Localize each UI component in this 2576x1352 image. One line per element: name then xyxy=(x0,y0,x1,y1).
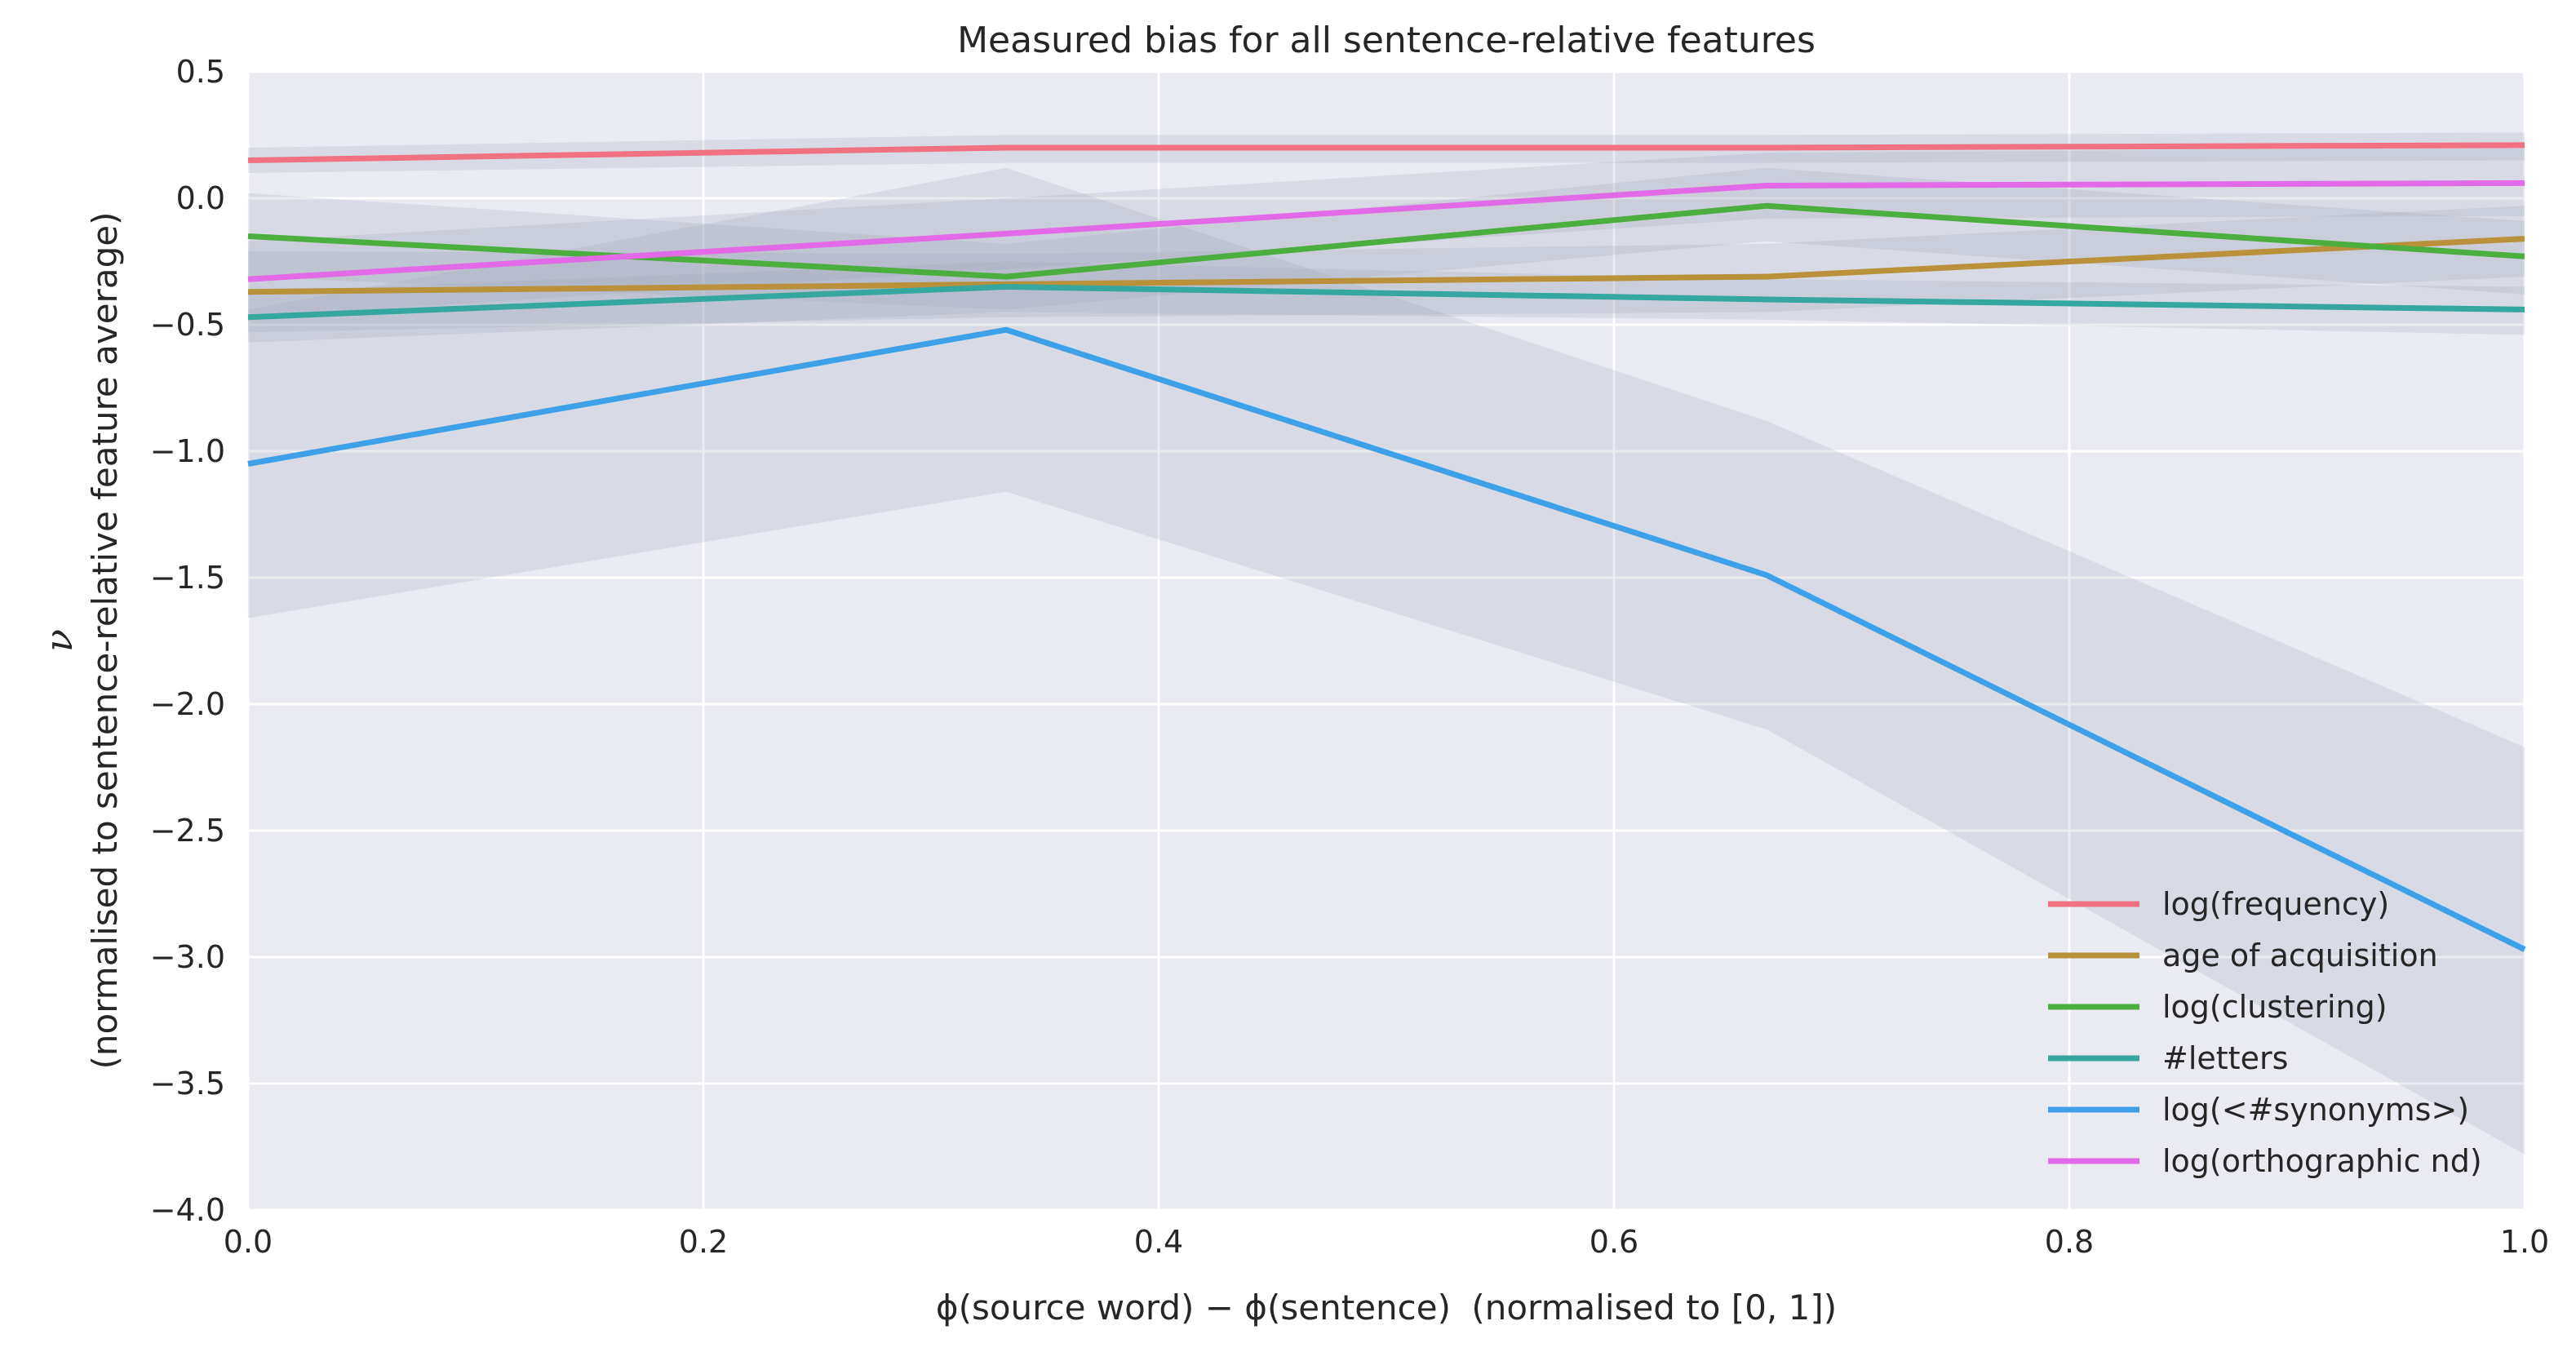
x-tick-label: 0.6 xyxy=(1589,1224,1638,1260)
confidence-band-4 xyxy=(248,167,2525,1155)
y-tick-labels: 0.5 0.0 −0.5 −1.0 −1.5 −2.0 −2.5 −3.0 −3.5 −4.0 xyxy=(150,54,225,1228)
y-tick-label: 0.0 xyxy=(176,180,225,216)
legend-label: #letters xyxy=(2162,1040,2288,1076)
legend-label: age of acquisition xyxy=(2162,938,2438,973)
legend-item: age of acquisition xyxy=(2048,938,2438,973)
y-tick-label: −0.5 xyxy=(150,307,225,343)
x-tick-label: 1.0 xyxy=(2500,1224,2549,1260)
legend-label: log(orthographic nd) xyxy=(2162,1143,2482,1179)
series-line-1 xyxy=(247,236,2525,295)
chart-title: Measured bias for all sentence-relative … xyxy=(957,20,1816,61)
legend-item: log(frequency) xyxy=(2048,886,2389,922)
x-axis-label-main: ϕ(source word) − ϕ(sentence) xyxy=(936,1288,1451,1328)
x-axis-label: ϕ(source word) − ϕ(sentence) (normalised… xyxy=(936,1288,1837,1328)
y-tick-label: −1.5 xyxy=(150,560,225,596)
x-tick-label: 0.8 xyxy=(2045,1224,2094,1260)
series-line-4 xyxy=(247,326,2526,952)
legend-label: log(<#synonyms>) xyxy=(2162,1092,2469,1128)
x-tick-label: 0.4 xyxy=(1134,1224,1183,1260)
x-tick-labels: 0.0 0.2 0.4 0.6 0.8 1.0 xyxy=(224,1224,2549,1260)
y-tick-label: −3.0 xyxy=(150,939,225,975)
y-tick-label: −1.0 xyxy=(150,433,225,469)
y-axis-label: ν (normalised to sentence-relative featu… xyxy=(37,212,125,1070)
y-tick-label: −4.0 xyxy=(150,1192,225,1228)
legend-label: log(clustering) xyxy=(2162,989,2388,1025)
x-tick-label: 0.2 xyxy=(679,1224,728,1260)
series-line-0 xyxy=(247,142,2525,163)
legend-item: log(orthographic nd) xyxy=(2048,1143,2482,1179)
x-tick-label: 0.0 xyxy=(224,1224,273,1260)
legend-item: log(<#synonyms>) xyxy=(2048,1092,2469,1128)
series-lines xyxy=(247,142,2526,952)
confidence-band-0 xyxy=(248,132,2525,173)
confidence-band-5 xyxy=(248,148,2525,317)
legend: log(frequency) age of acquisition log(clus… xyxy=(2048,886,2482,1179)
y-axis-label-math: ν xyxy=(37,629,81,652)
y-tick-label: −2.0 xyxy=(150,686,225,722)
series-line-5 xyxy=(247,180,2525,282)
legend-item: log(clustering) xyxy=(2048,989,2388,1025)
series-line-3 xyxy=(247,284,2525,321)
legend-label: log(frequency) xyxy=(2162,886,2389,922)
y-tick-label: −2.5 xyxy=(150,813,225,849)
svg-text:ϕ(source word) − ϕ(sentence): ϕ(source word) − ϕ(sentence) (normalised… xyxy=(936,1288,1837,1328)
legend-item: #letters xyxy=(2048,1040,2288,1076)
y-tick-label: 0.5 xyxy=(176,54,225,90)
x-axis-label-suffix: (normalised to [0, 1]) xyxy=(1471,1288,1837,1328)
plot-background xyxy=(248,72,2525,1210)
y-tick-label: −3.5 xyxy=(150,1066,225,1102)
confidence-band-3 xyxy=(248,261,2525,343)
y-axis-label-line2: (normalised to sentence-relative feature… xyxy=(85,212,125,1070)
